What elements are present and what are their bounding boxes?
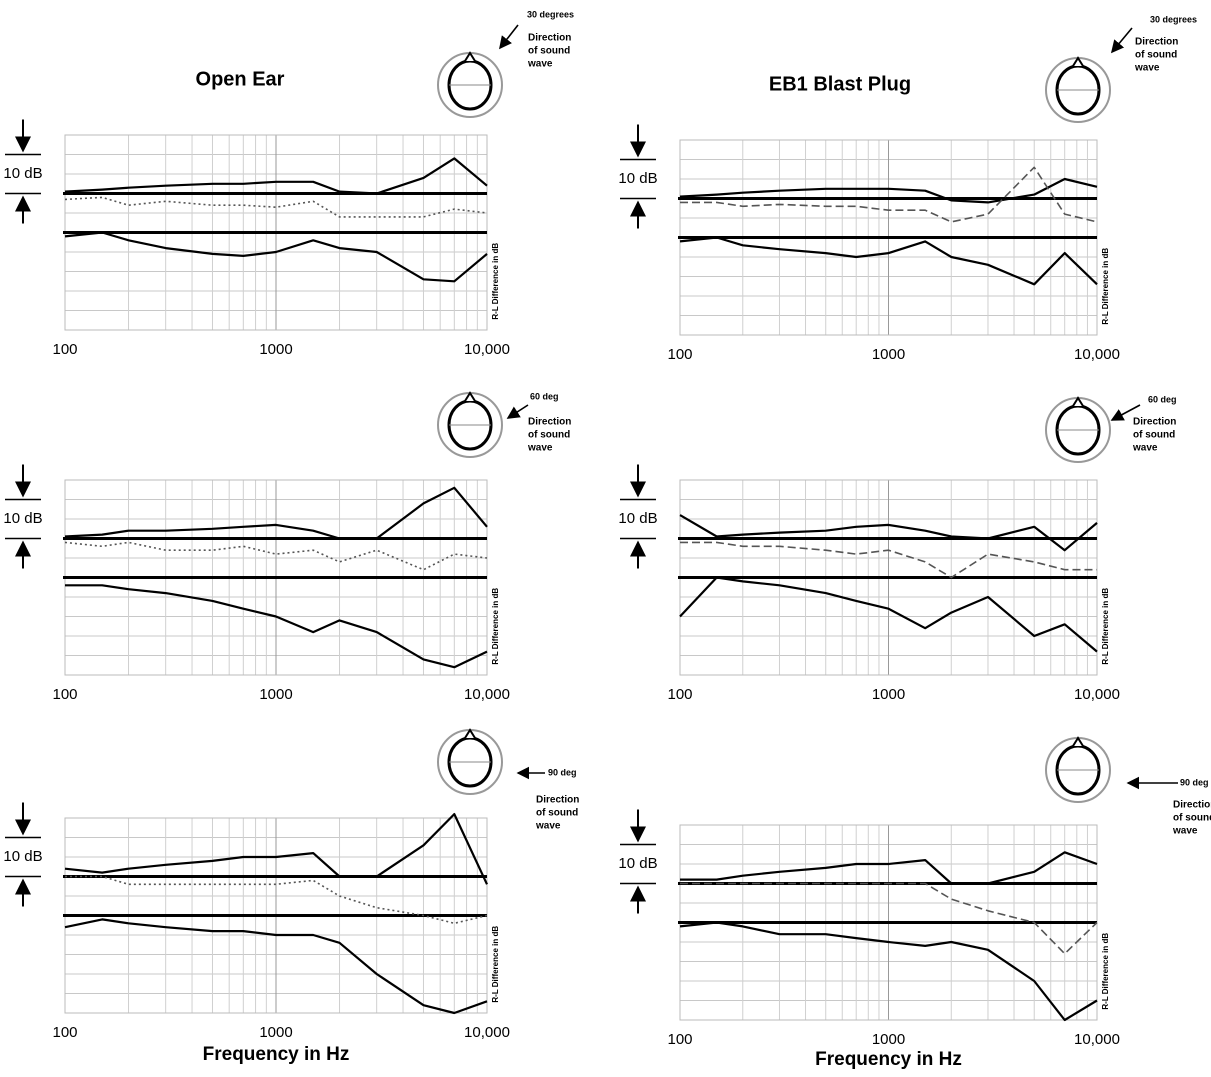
direction-label: of sound <box>1133 430 1175 441</box>
angle-label: 30 degrees <box>527 9 574 19</box>
head-nose <box>1073 738 1083 746</box>
x-tick-label: 1000 <box>259 341 292 358</box>
x-tick-label: 100 <box>667 346 692 363</box>
panel: 100 1000 10,000 10 dB R-L Difference in dB 90… <box>618 738 1211 1070</box>
direction-label: wave <box>1134 63 1160 74</box>
head-nose <box>465 393 475 401</box>
x-tick-label: 1000 <box>872 686 905 703</box>
head-nose <box>1073 398 1083 406</box>
direction-label: of sound <box>536 808 578 819</box>
scale-label: 10 dB <box>3 848 42 865</box>
direction-arrow <box>508 405 528 418</box>
x-tick-label: 100 <box>52 341 77 358</box>
column-title: EB1 Blast Plug <box>769 73 911 95</box>
direction-arrow <box>500 25 518 48</box>
page: 100 1000 10,000 10 dB R-L Difference in dB 30… <box>0 0 1211 1077</box>
y2-label: R-L Difference in dB <box>491 243 500 320</box>
direction-label: Direction <box>536 795 579 806</box>
direction-label: Direction <box>1135 37 1178 48</box>
direction-label: Direction <box>528 417 571 428</box>
scale-label: 10 dB <box>618 855 657 872</box>
direction-label: of sound <box>1135 50 1177 61</box>
x-tick-label: 10,000 <box>464 1024 510 1041</box>
scale-label: 10 dB <box>618 510 657 527</box>
direction-label: Direction <box>1133 417 1176 428</box>
angle-label: 90 deg <box>1180 777 1209 787</box>
x-tick-label: 1000 <box>872 346 905 363</box>
panel: 100 1000 10,000 10 dB R-L Difference in dB 60… <box>618 394 1176 703</box>
x-tick-label: 10,000 <box>1074 1031 1120 1048</box>
x-tick-label: 100 <box>52 686 77 703</box>
figure: 100 1000 10,000 10 dB R-L Difference in dB 30… <box>0 0 1211 1077</box>
angle-label: 30 degrees <box>1150 14 1197 24</box>
direction-label: wave <box>1172 826 1198 837</box>
scale-label: 10 dB <box>618 170 657 187</box>
head-nose <box>1073 58 1083 66</box>
direction-label: wave <box>1132 443 1158 454</box>
angle-label: 60 deg <box>1148 394 1177 404</box>
y2-label: R-L Difference in dB <box>1101 248 1110 325</box>
scale-label: 10 dB <box>3 510 42 527</box>
panel: 100 1000 10,000 10 dB R-L Difference in dB 30… <box>618 14 1197 363</box>
direction-arrow <box>1112 28 1132 52</box>
x-tick-label: 1000 <box>259 686 292 703</box>
x-tick-label: 10,000 <box>1074 686 1120 703</box>
angle-label: 60 deg <box>530 391 559 401</box>
panel: 100 1000 10,000 10 dB R-L Difference in dB 90… <box>3 730 579 1065</box>
angle-label: 90 deg <box>548 767 577 777</box>
x-tick-label: 100 <box>667 1031 692 1048</box>
panel: 100 1000 10,000 10 dB R-L Difference in dB 60… <box>3 391 571 703</box>
x-axis-label: Frequency in Hz <box>815 1049 962 1070</box>
direction-label: Direction <box>1173 800 1211 811</box>
direction-label: wave <box>527 443 553 454</box>
y2-label: R-L Difference in dB <box>1101 933 1110 1010</box>
y2-label: R-L Difference in dB <box>1101 588 1110 665</box>
y2-label: R-L Difference in dB <box>491 588 500 665</box>
x-tick-label: 10,000 <box>1074 346 1120 363</box>
x-tick-label: 1000 <box>259 1024 292 1041</box>
direction-label: of sound <box>528 430 570 441</box>
direction-label: wave <box>527 59 553 70</box>
direction-label: of sound <box>1173 813 1211 824</box>
direction-label: wave <box>535 821 561 832</box>
head-nose <box>465 730 475 738</box>
y2-label: R-L Difference in dB <box>491 926 500 1003</box>
direction-label: of sound <box>528 46 570 57</box>
x-tick-label: 100 <box>52 1024 77 1041</box>
panel: 100 1000 10,000 10 dB R-L Difference in dB 30… <box>3 9 574 358</box>
head-nose <box>465 53 475 61</box>
scale-label: 10 dB <box>3 165 42 182</box>
x-axis-label: Frequency in Hz <box>203 1044 350 1065</box>
x-tick-label: 100 <box>667 686 692 703</box>
x-tick-label: 1000 <box>872 1031 905 1048</box>
x-tick-label: 10,000 <box>464 686 510 703</box>
x-tick-label: 10,000 <box>464 341 510 358</box>
direction-label: Direction <box>528 33 571 44</box>
column-title: Open Ear <box>196 68 285 90</box>
